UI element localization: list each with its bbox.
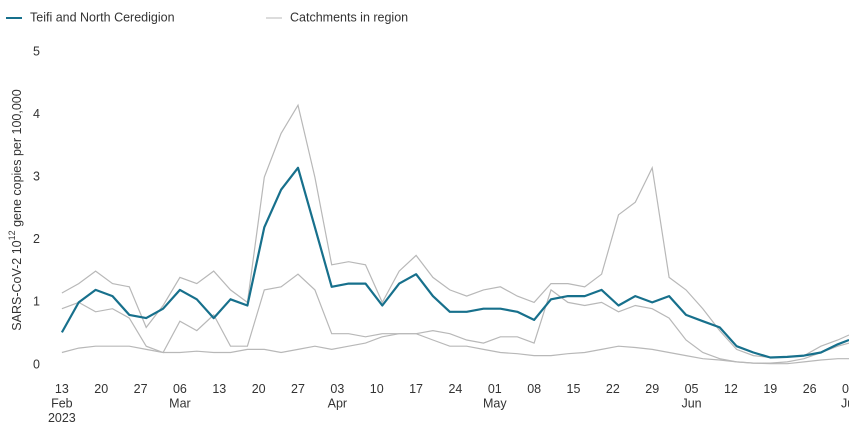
x-tick-label-line: 12 xyxy=(724,382,738,396)
x-tick-label-line: 19 xyxy=(763,382,777,396)
x-tick-label-line: 06 xyxy=(173,382,187,396)
x-tick-label-line: 05 xyxy=(685,382,699,396)
x-tick-label-line: 29 xyxy=(645,382,659,396)
y-tick-label: 0 xyxy=(33,357,40,371)
x-tick-label-line: 01 xyxy=(488,382,502,396)
x-tick-label-line: 27 xyxy=(134,382,148,396)
x-tick-label-line: 03 xyxy=(842,382,849,396)
x-tick-label: 12 xyxy=(724,382,738,396)
x-tick-label: 22 xyxy=(606,382,620,396)
x-tick-label: 13 xyxy=(212,382,226,396)
x-tick-label: 20 xyxy=(94,382,108,396)
x-tick-label-line: 26 xyxy=(803,382,817,396)
y-tick-label: 5 xyxy=(33,44,40,58)
x-tick-label-line: 03 xyxy=(330,382,344,396)
x-tick-label-line: 15 xyxy=(567,382,581,396)
x-tick-label: 26 xyxy=(803,382,817,396)
x-tick-label: 29 xyxy=(645,382,659,396)
x-tick-label: 10 xyxy=(370,382,384,396)
x-tick-label-line: Mar xyxy=(169,397,191,411)
y-tick-label: 3 xyxy=(33,169,40,183)
x-tick-label: 03 Apr xyxy=(328,382,347,411)
x-tick-label-line: Jun xyxy=(681,397,701,411)
legend-label: Catchments in region xyxy=(290,10,408,24)
x-tick-label: 20 xyxy=(252,382,266,396)
x-tick-label-line: 13 xyxy=(212,382,226,396)
y-axis-title: SARS-CoV-2 1012 gene copies per 100,000 xyxy=(7,89,24,330)
x-tick-label-line: May xyxy=(483,397,507,411)
x-tick-label-line: 08 xyxy=(527,382,541,396)
x-tick-label-line: 20 xyxy=(252,382,266,396)
x-tick-label: 03Jul xyxy=(841,382,849,411)
catchment-line xyxy=(61,333,849,365)
legend-label: Teifi and North Ceredigion xyxy=(30,10,175,24)
x-tick-label: 06 Mar xyxy=(169,382,191,411)
x-tick-label-line: 17 xyxy=(409,382,423,396)
x-tick-label-line: 24 xyxy=(448,382,462,396)
x-tick-label: 19 xyxy=(763,382,777,396)
y-tick-label: 1 xyxy=(33,295,40,309)
x-tick-label: 27 xyxy=(134,382,148,396)
main-line xyxy=(60,166,849,359)
y-axis-title-part: gene copies per 100,000 xyxy=(10,89,24,230)
x-tick-label-line: 27 xyxy=(291,382,305,396)
x-tick-label-line: 13 xyxy=(55,382,69,396)
x-tick-label-line: 2023 xyxy=(48,411,76,425)
x-tick-label: 15 xyxy=(567,382,581,396)
x-tick-label: 24 xyxy=(448,382,462,396)
y-tick-label: 4 xyxy=(33,107,40,121)
y-tick-label: 2 xyxy=(33,232,40,246)
x-tick-label-line: Feb xyxy=(51,397,73,411)
x-tick-label: 01 May xyxy=(483,382,507,411)
x-tick-label-line: Apr xyxy=(328,397,347,411)
x-tick-label: 08 xyxy=(527,382,541,396)
x-tick-label: 17 xyxy=(409,382,423,396)
x-tick-label-line: 22 xyxy=(606,382,620,396)
x-tick-label-line: Jul xyxy=(841,397,849,411)
x-tick-label-line: 10 xyxy=(370,382,384,396)
x-tick-label: 05 Jun xyxy=(681,382,701,411)
y-axis-title-part: SARS-CoV-2 10 xyxy=(10,240,24,330)
x-tick-label-line: 20 xyxy=(94,382,108,396)
catchment-line xyxy=(61,103,849,359)
x-tick-label: 13 Feb 2023 xyxy=(48,382,76,425)
catchment-line xyxy=(61,273,849,364)
y-axis-title-sup: 12 xyxy=(7,230,17,240)
x-tick-label: 27 xyxy=(291,382,305,396)
